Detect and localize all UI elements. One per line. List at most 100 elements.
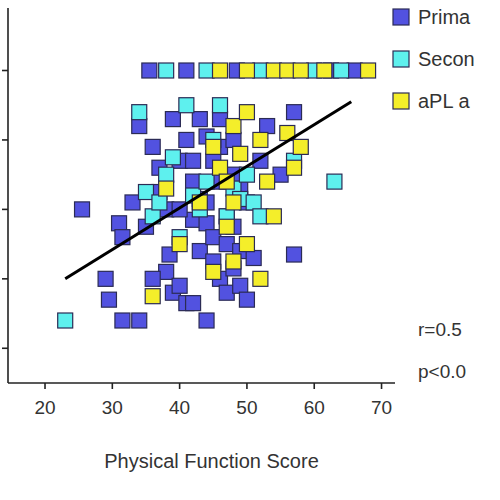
point xyxy=(206,230,221,245)
point xyxy=(226,132,241,147)
y-tick xyxy=(2,278,8,280)
point xyxy=(159,63,174,78)
point xyxy=(132,313,147,328)
x-axis xyxy=(8,382,395,384)
point xyxy=(239,292,254,307)
point xyxy=(186,153,201,168)
point xyxy=(246,195,261,210)
point xyxy=(253,63,268,78)
point xyxy=(246,251,261,266)
point xyxy=(206,264,221,279)
point xyxy=(172,237,187,252)
series-0 xyxy=(75,63,363,328)
point xyxy=(192,244,207,259)
point xyxy=(287,160,302,175)
y-tick xyxy=(2,347,8,349)
x-tick-label: 40 xyxy=(169,397,190,418)
point xyxy=(317,63,332,78)
y-tick xyxy=(2,139,8,141)
point xyxy=(213,112,228,127)
point xyxy=(145,271,160,286)
point xyxy=(260,119,275,134)
point xyxy=(239,237,254,252)
point xyxy=(233,146,248,161)
point xyxy=(260,174,275,189)
point xyxy=(226,119,241,134)
point xyxy=(159,264,174,279)
point xyxy=(233,278,248,293)
x-axis-label: Physical Function Score xyxy=(104,450,319,472)
point xyxy=(192,112,207,127)
point xyxy=(253,132,268,147)
point xyxy=(179,132,194,147)
point xyxy=(293,63,308,78)
point xyxy=(152,195,167,210)
point xyxy=(287,105,302,120)
chart: 203040506070Physical Function ScorePrima… xyxy=(0,0,500,500)
fit-line xyxy=(65,102,351,279)
point xyxy=(280,63,295,78)
legend-swatch xyxy=(393,93,409,109)
point xyxy=(334,63,349,78)
point xyxy=(179,98,194,113)
point xyxy=(213,160,228,175)
y-axis xyxy=(7,8,9,383)
point xyxy=(219,285,234,300)
point xyxy=(253,271,268,286)
x-tick xyxy=(44,383,46,389)
legend-label: Secon xyxy=(418,48,475,70)
point xyxy=(253,209,268,224)
point xyxy=(138,185,153,200)
point xyxy=(172,278,187,293)
series-2 xyxy=(145,63,375,304)
point xyxy=(145,289,160,304)
y-tick xyxy=(2,70,8,72)
point xyxy=(132,119,147,134)
point xyxy=(287,247,302,262)
x-tick xyxy=(246,383,248,389)
x-tick-label: 70 xyxy=(371,397,392,418)
point xyxy=(213,98,228,113)
x-tick xyxy=(112,383,114,389)
point xyxy=(226,195,241,210)
point xyxy=(206,139,221,154)
point xyxy=(266,209,281,224)
legend-label: Prima xyxy=(418,6,471,28)
point xyxy=(98,271,113,286)
point xyxy=(347,63,362,78)
point xyxy=(101,292,116,307)
point xyxy=(293,139,308,154)
point xyxy=(219,237,234,252)
x-tick-label: 30 xyxy=(102,397,123,418)
point xyxy=(159,167,174,182)
point xyxy=(112,216,127,231)
point xyxy=(115,313,130,328)
point xyxy=(159,181,174,196)
legend-swatch xyxy=(393,51,409,67)
point xyxy=(239,105,254,120)
point xyxy=(132,105,147,120)
point xyxy=(361,63,376,78)
point xyxy=(273,167,288,182)
point xyxy=(199,216,214,231)
point xyxy=(327,174,342,189)
annotation: r=0.5 xyxy=(418,319,462,340)
point xyxy=(219,219,234,234)
point xyxy=(125,195,140,210)
point xyxy=(142,63,157,78)
legend-swatch xyxy=(393,9,409,25)
point xyxy=(226,254,241,269)
point xyxy=(199,63,214,78)
point xyxy=(186,296,201,311)
x-tick xyxy=(179,383,181,389)
annotation: p<0.0 xyxy=(418,361,466,382)
x-tick-label: 50 xyxy=(236,397,257,418)
point xyxy=(186,174,201,189)
y-tick xyxy=(2,209,8,211)
point xyxy=(239,63,254,78)
point xyxy=(58,313,73,328)
plot-area xyxy=(58,63,376,328)
point xyxy=(213,63,228,78)
point xyxy=(165,112,180,127)
x-tick-label: 60 xyxy=(304,397,325,418)
